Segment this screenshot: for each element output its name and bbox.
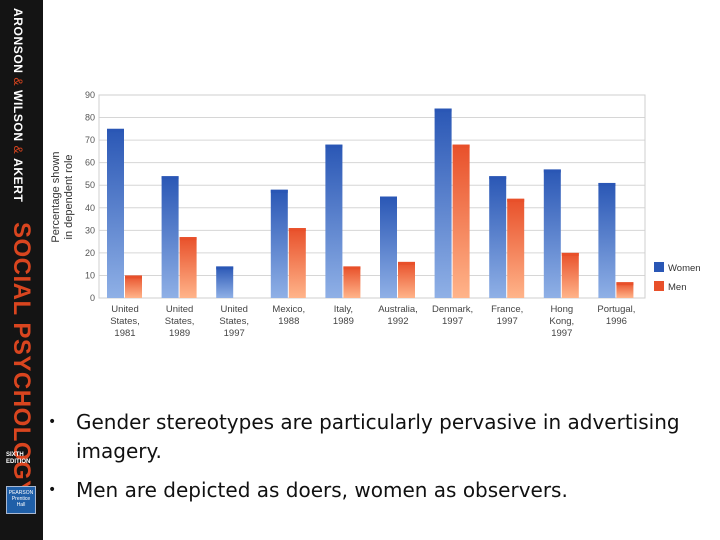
bar-cap [561, 252, 579, 256]
bar-men [179, 237, 197, 298]
y-axis-label: Percentage shown [50, 151, 62, 242]
book-sidebar: ARONSON & WILSON & AKERT SOCIAL PSYCHOLO… [0, 0, 43, 540]
bullet-item: • Gender stereotypes are particularly per… [48, 408, 708, 466]
x-tick-label: Mexico, [272, 304, 305, 315]
x-tick-label: 1989 [333, 316, 354, 327]
x-tick-label: 1992 [387, 316, 408, 327]
x-tick-label: 1997 [497, 316, 518, 327]
x-tick-label: Australia, [378, 304, 418, 315]
bar-women [489, 176, 507, 298]
bullet-list: • Gender stereotypes are particularly per… [48, 408, 708, 515]
x-tick-label: 1996 [606, 316, 627, 327]
legend-swatch [654, 262, 664, 272]
y-tick-label: 60 [85, 158, 95, 168]
bar-men [507, 198, 525, 298]
x-tick-label: France, [491, 304, 523, 315]
bar-men [288, 228, 306, 298]
x-tick-label: States, [219, 316, 249, 327]
bar-cap [179, 237, 197, 241]
x-tick-label: 1989 [169, 328, 190, 339]
bar-cap [434, 108, 452, 112]
bar-cap [616, 282, 634, 286]
bar-women [161, 176, 179, 298]
author-separator: & [11, 77, 25, 87]
x-tick-label: Denmark, [432, 304, 473, 315]
y-tick-label: 40 [85, 203, 95, 213]
bar-cap [343, 266, 361, 270]
x-tick-label: 1981 [114, 328, 135, 339]
y-tick-label: 90 [85, 90, 95, 100]
y-tick-label: 50 [85, 180, 95, 190]
x-tick-label: Kong, [549, 316, 574, 327]
bar-cap [125, 275, 142, 279]
bar-cap [398, 261, 415, 265]
bar-men [125, 275, 142, 298]
bullet-text: Gender stereotypes are particularly perv… [76, 410, 680, 463]
x-tick-label: United [220, 304, 247, 315]
edition-label: SIXTH EDITION [6, 452, 31, 465]
author-aronson: ARONSON [11, 8, 25, 74]
bar-cap [380, 196, 397, 200]
y-tick-label: 10 [85, 270, 95, 280]
x-tick-label: States, [165, 316, 195, 327]
bar-men [616, 282, 634, 298]
bar-women [598, 182, 616, 298]
bar-cap [598, 182, 616, 186]
bar-women [434, 108, 452, 299]
y-tick-label: 70 [85, 135, 95, 145]
y-tick-label: 20 [85, 248, 95, 258]
legend-swatch [654, 281, 664, 291]
y-tick-label: 30 [85, 225, 95, 235]
bullet-dot-icon: • [48, 414, 57, 430]
x-tick-label: 1997 [224, 328, 245, 339]
x-tick-label: States, [110, 316, 140, 327]
x-tick-label: United [166, 304, 193, 315]
plot-frame [98, 94, 646, 299]
author-wilson: WILSON [11, 90, 25, 142]
bar-cap [452, 144, 470, 148]
bar-cap [489, 176, 507, 180]
legend-label: Women [668, 263, 701, 274]
publisher-logo: PEARSON Prentice Hall [6, 486, 36, 514]
x-tick-label: 1988 [278, 316, 299, 327]
x-tick-label: United [111, 304, 138, 315]
bar-cap [325, 144, 343, 148]
y-tick-label: 0 [90, 293, 95, 303]
bar-women [216, 266, 234, 298]
book-authors: ARONSON & WILSON & AKERT [11, 8, 25, 202]
bullet-text: Men are depicted as doers, women as obse… [76, 478, 568, 502]
x-tick-label: Portugal, [597, 304, 635, 315]
bar-chart: 0 10 20 30 40 50 60 70 80 90 Percentage shown in de… [50, 90, 701, 339]
x-tick-label: Italy, [334, 304, 353, 315]
bar-women [107, 128, 124, 298]
y-tick-label: 80 [85, 113, 95, 123]
x-tick-label: Hong [550, 304, 573, 315]
x-tick-label: 1997 [442, 316, 463, 327]
bar-cap [161, 176, 179, 180]
bar-women [325, 144, 343, 298]
bullet-item: • Men are depicted as doers, women as obs… [48, 476, 708, 505]
bar-cap [216, 266, 234, 270]
legend-label: Men [668, 282, 686, 293]
bar-cap [270, 189, 288, 193]
bullet-dot-icon: • [48, 482, 57, 498]
book-title: SOCIAL PSYCHOLOGY [8, 222, 35, 497]
bar-men [452, 144, 470, 298]
bar-cap [288, 228, 306, 232]
y-axis-label: in dependent role [63, 154, 75, 239]
bar-cap [107, 128, 124, 132]
author-akert: AKERT [11, 158, 25, 203]
bar-cap [543, 169, 561, 173]
bar-men [343, 266, 361, 298]
bar-men [561, 252, 579, 298]
x-tick-label: 1997 [551, 328, 572, 339]
bar-women [543, 169, 561, 298]
bar-men [398, 261, 415, 298]
author-separator: & [11, 145, 25, 155]
bar-women [270, 189, 288, 298]
bar-women [380, 196, 397, 298]
bar-cap [507, 198, 525, 202]
